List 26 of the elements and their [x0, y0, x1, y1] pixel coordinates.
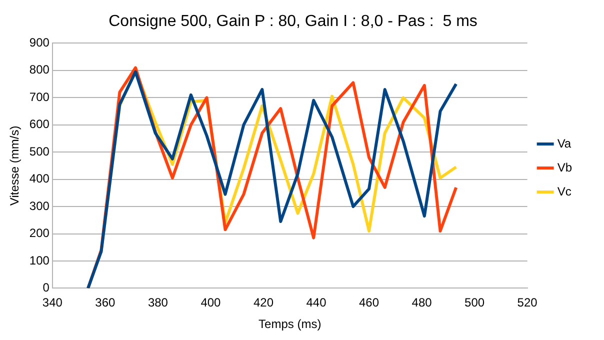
x-axis-title: Temps (ms) — [258, 317, 322, 332]
legend-label: Vb — [557, 160, 572, 174]
y-tick-label: 800 — [29, 62, 50, 77]
y-tick-label: 0 — [42, 280, 50, 295]
legend-label: Vc — [557, 184, 572, 198]
y-tick-label: 900 — [29, 36, 50, 50]
x-tick-label: 420 — [253, 296, 274, 310]
y-tick-label: 500 — [29, 144, 50, 158]
y-tick-label: 100 — [29, 253, 50, 268]
y-tick-label: 300 — [29, 198, 50, 213]
x-tick-label: 480 — [412, 296, 432, 310]
x-tick-label: 500 — [464, 296, 485, 310]
chart-title: Consigne 500, Gain P : 80, Gain I : 8,0 - Pas : 5 ms — [108, 13, 478, 30]
x-tick-label: 360 — [95, 296, 116, 310]
y-axis-title: Vitesse (mm/s) — [8, 126, 22, 206]
x-tick-label: 400 — [200, 296, 222, 310]
x-tick-label: 520 — [517, 296, 538, 310]
x-tick-label: 460 — [359, 296, 380, 310]
legend-label: Va — [557, 136, 572, 150]
y-tick-label: 600 — [29, 117, 50, 132]
y-tick-label: 700 — [29, 90, 50, 104]
x-tick-label: 340 — [42, 296, 63, 310]
y-tick-label: 400 — [29, 172, 50, 186]
x-tick-label: 440 — [306, 296, 327, 310]
y-tick-label: 200 — [29, 226, 50, 240]
x-tick-label: 380 — [148, 296, 168, 310]
